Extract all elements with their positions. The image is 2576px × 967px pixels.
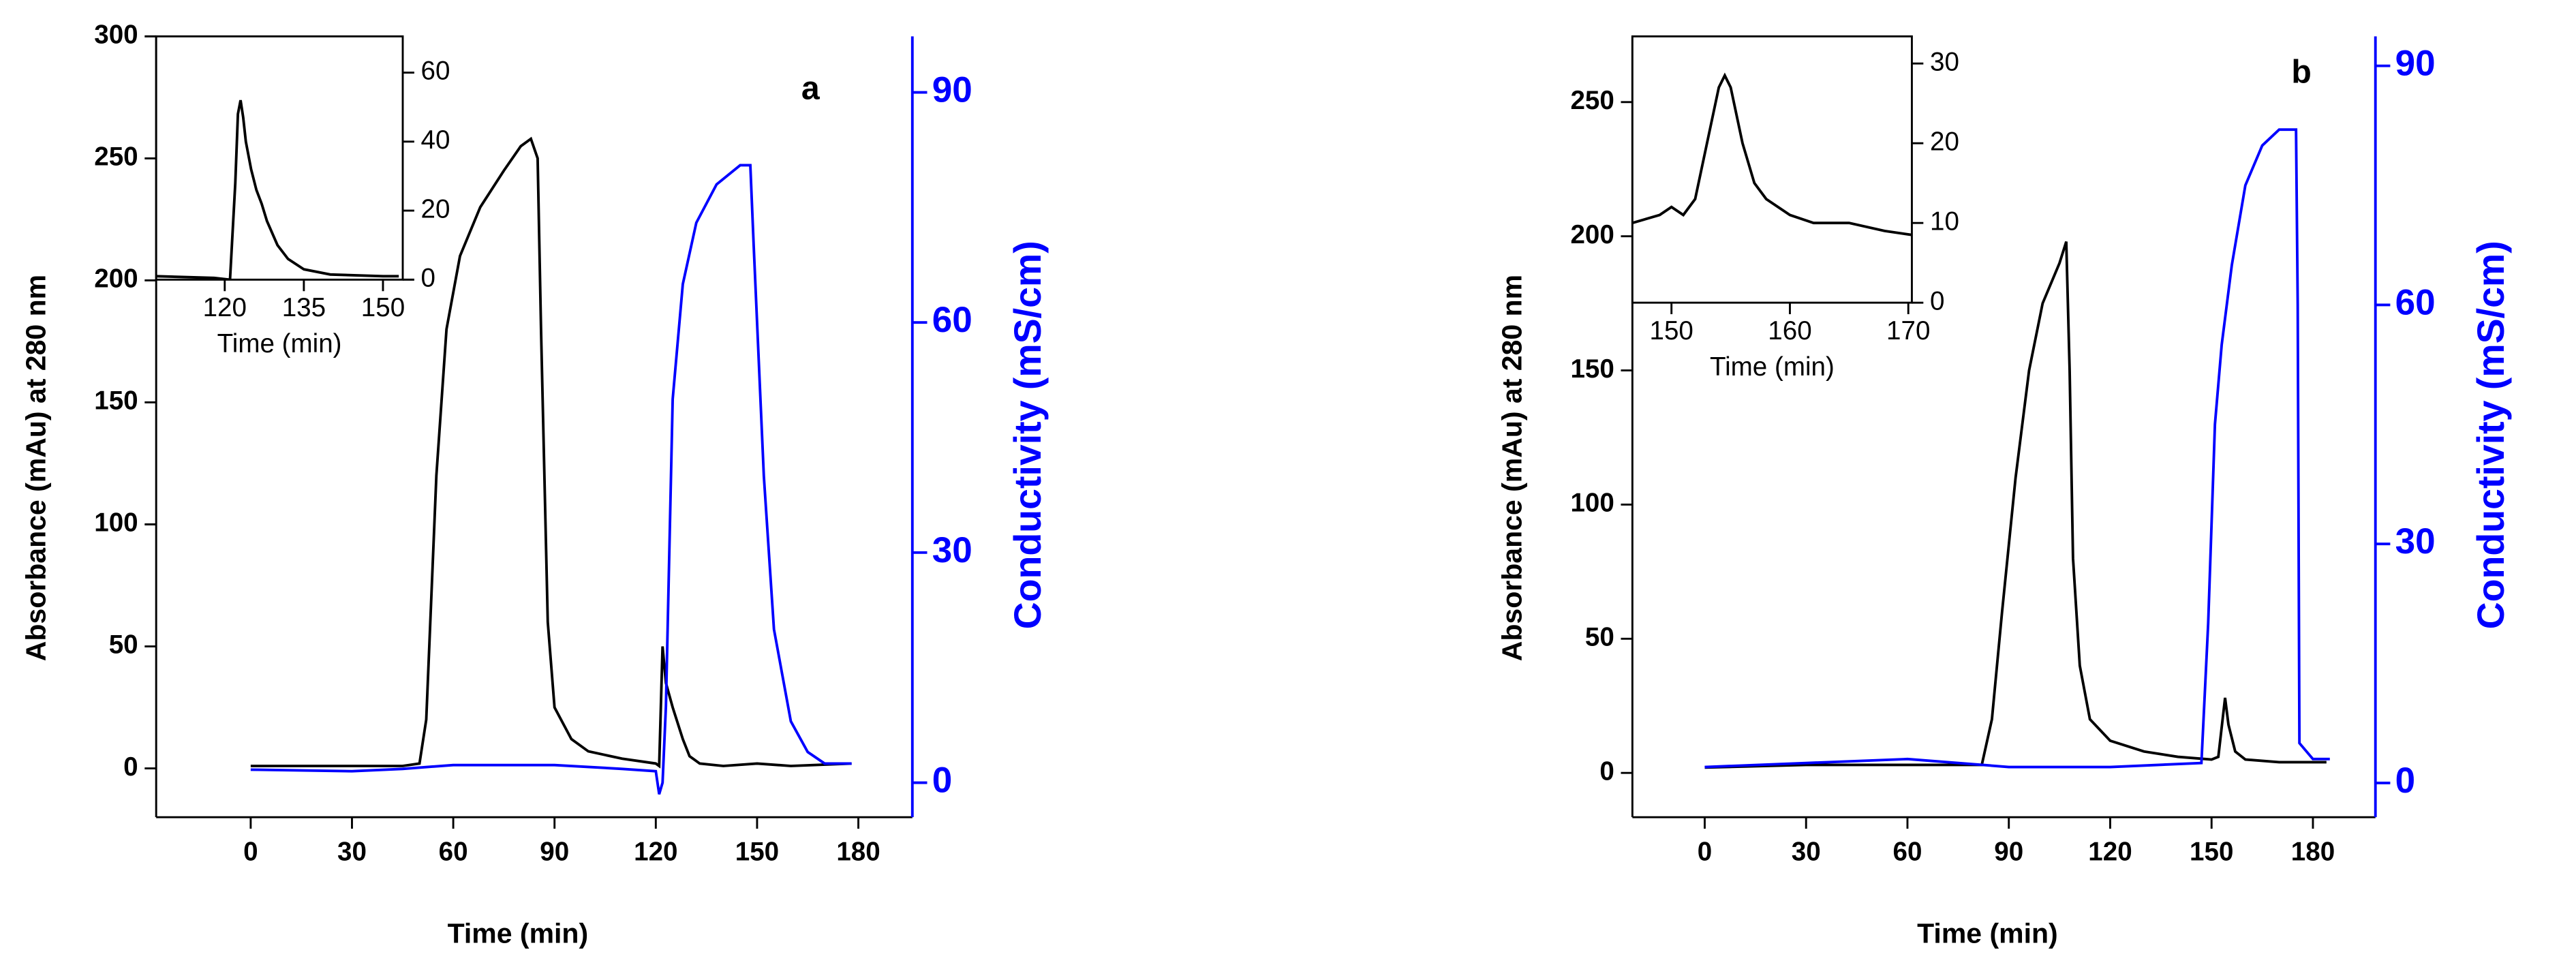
- panel-label: a: [801, 70, 821, 107]
- y2-tick-label: 90: [2395, 44, 2436, 84]
- y2-axis-label: Conductivity (mS/cm): [1007, 241, 1049, 629]
- y-tick-label: 100: [94, 508, 138, 538]
- y-axis-label: Absorbance (mAu) at 280 nm: [1497, 275, 1528, 661]
- x-tick-label: 90: [1994, 837, 2023, 866]
- y-tick-label: 150: [94, 386, 138, 416]
- y2-tick-label: 30: [2395, 521, 2436, 562]
- panel-label: b: [2291, 54, 2311, 91]
- data-line: [156, 99, 399, 280]
- inset-chart: 120 135 150 0 20 40 60 Time (min): [155, 35, 450, 358]
- x-tick-label: 160: [1768, 316, 1811, 346]
- y2-tick-label: 0: [2395, 761, 2416, 801]
- y-tick-label: 200: [94, 264, 138, 294]
- x-tick-label: 60: [1893, 837, 1922, 866]
- inset-background: [156, 36, 403, 280]
- data-line: [1704, 241, 2327, 769]
- x-axis-label: Time (min): [1710, 352, 1835, 382]
- x-tick-label: 30: [1792, 837, 1821, 866]
- inset-frame: [155, 35, 404, 281]
- x-tick-label: 180: [2291, 837, 2335, 866]
- main-chart: 0 30 60 90 120 150 180050100150200250300030609…: [20, 20, 1049, 949]
- x-axis-label: Time (min): [448, 918, 589, 949]
- y2-tick-label: 60: [932, 300, 972, 340]
- y-tick-label: 20: [421, 194, 450, 224]
- y-tick-label: 250: [94, 142, 138, 172]
- y-tick-label: 300: [94, 20, 138, 50]
- x-tick-label: 135: [282, 293, 326, 322]
- x-tick-label: 150: [1650, 316, 1693, 346]
- y2-tick-label: 60: [2395, 282, 2436, 322]
- inset-background: [1632, 36, 1912, 303]
- y-tick-label: 200: [1570, 220, 1614, 249]
- x-tick-label: 150: [361, 293, 405, 322]
- x-tick-label: 60: [439, 837, 468, 866]
- x-tick-label: 180: [836, 837, 880, 866]
- data-line: [250, 136, 852, 769]
- y-tick-label: 50: [1585, 623, 1614, 652]
- y-tick-label: 0: [421, 264, 435, 293]
- data-line: [1704, 128, 2330, 769]
- x-tick-label: 120: [203, 293, 247, 322]
- y-tick-label: 0: [1930, 286, 1944, 316]
- y-tick-label: 40: [421, 125, 450, 155]
- main-chart: 0 30 60 90 120 150 1800501001502002500306090Ti…: [1497, 36, 2512, 949]
- y-axis-label: Absorbance (mAu) at 280 nm: [20, 275, 51, 661]
- inset-frame: [1631, 35, 1913, 304]
- y-tick-label: 150: [1570, 354, 1614, 384]
- data-line: [1632, 72, 1912, 236]
- data-line: [250, 164, 852, 795]
- y2-tick-label: 90: [932, 70, 972, 110]
- y2-tick-label: 0: [932, 761, 953, 801]
- y-tick-label: 10: [1930, 206, 1959, 236]
- y-tick-label: 0: [123, 752, 138, 782]
- y-tick-label: 0: [1599, 756, 1614, 786]
- x-tick-label: 0: [243, 837, 258, 866]
- y-tick-label: 50: [109, 630, 138, 660]
- y-tick-label: 250: [1570, 86, 1614, 115]
- x-tick-label: 30: [337, 837, 367, 866]
- y2-tick-label: 30: [932, 530, 972, 570]
- x-tick-label: 170: [1886, 316, 1930, 346]
- x-tick-label: 90: [540, 837, 569, 866]
- x-tick-label: 120: [634, 837, 677, 866]
- y2-axis-label: Conductivity (mS/cm): [2470, 241, 2512, 629]
- y-tick-label: 20: [1930, 127, 1959, 156]
- x-tick-label: 0: [1698, 837, 1712, 866]
- x-tick-label: 150: [2190, 837, 2233, 866]
- y-tick-label: 100: [1570, 489, 1614, 518]
- x-tick-label: 120: [2088, 837, 2132, 866]
- y-tick-label: 60: [421, 57, 450, 86]
- x-axis-label: Time (min): [217, 329, 342, 358]
- y-tick-label: 30: [1930, 47, 1959, 76]
- x-tick-label: 150: [735, 837, 779, 866]
- x-axis-label: Time (min): [1917, 918, 2058, 949]
